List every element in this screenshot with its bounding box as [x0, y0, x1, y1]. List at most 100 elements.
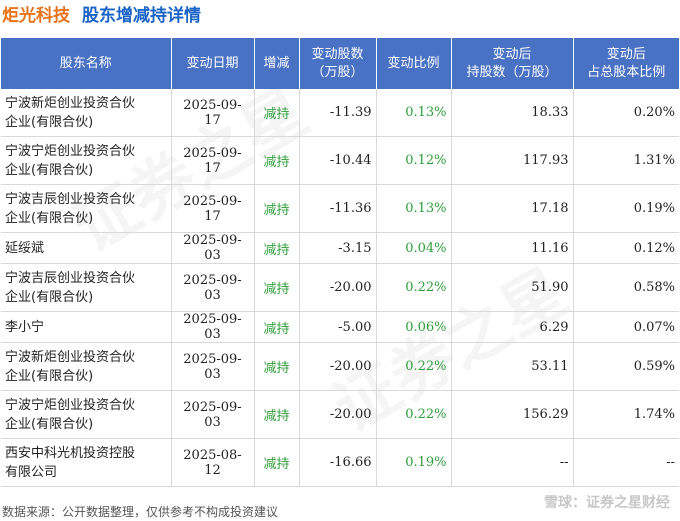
shares-after: 53.11 — [451, 342, 574, 391]
ratio-after: -- — [573, 438, 679, 487]
shareholder-name-line: 宁波吉辰创业投资合伙 — [5, 191, 136, 207]
ratio-after: 1.31% — [573, 136, 679, 185]
ratio-after: 1.74% — [573, 390, 679, 439]
change-ratio: 0.04% — [376, 232, 452, 264]
column-header: 变动后 占总股本比例 — [573, 38, 679, 89]
shareholder-name: 宁波宁炬创业投资合伙 企业(有限合伙) — [1, 136, 172, 185]
change-ratio: 0.12% — [376, 136, 452, 185]
column-header-label: 变动日期 — [186, 55, 239, 71]
change-shares: -16.66 — [299, 438, 377, 487]
column-header-label: 股东名称 — [59, 55, 112, 71]
change-direction: 减持 — [254, 311, 300, 343]
table-row: 延绥斌 2025-09-03 减持 -3.15 0.04% 11.16 0.12% — [1, 232, 679, 264]
shareholder-name-line: 企业(有限合伙) — [5, 368, 94, 384]
ratio-after: 0.19% — [573, 184, 679, 233]
shareholder-name-line: 宁波宁炬创业投资合伙 — [5, 397, 136, 413]
column-header-label: 变动后 — [492, 46, 532, 62]
change-ratio: 0.19% — [376, 438, 452, 487]
table-row: 宁波新炬创业投资合伙 企业(有限合伙) 2025-09-03 减持 -20.00 0.22… — [1, 342, 679, 391]
data-source-note: 数据来源：公开数据整理，仅供参考不构成投资建议 — [2, 505, 279, 519]
shareholder-name-line: 企业(有限合伙) — [5, 210, 94, 226]
column-header-label: 增减 — [263, 55, 290, 71]
change-date: 2025-09-03 — [171, 342, 255, 391]
shareholder-name-line: 西安中科光机投资控股 — [5, 445, 136, 461]
ratio-after: 0.07% — [573, 311, 679, 343]
page-title: 炬光科技 股东增减持详情 — [2, 3, 201, 29]
column-header-label: 变动比例 — [387, 55, 440, 71]
change-date: 2025-09-17 — [171, 184, 255, 233]
shareholder-name-line: 宁波新炬创业投资合伙 — [5, 349, 136, 365]
shareholder-name: 宁波新炬创业投资合伙 企业(有限合伙) — [1, 342, 172, 391]
change-shares: -3.15 — [299, 232, 377, 264]
ratio-after: 0.58% — [573, 263, 679, 312]
shares-after: -- — [451, 438, 574, 487]
shareholder-name: 宁波吉辰创业投资合伙 企业(有限合伙) — [1, 263, 172, 312]
table-body: 宁波新炬创业投资合伙 企业(有限合伙) 2025-09-17 减持 -11.39 0.13… — [1, 89, 679, 487]
table-header: 股东名称 变动日期 增减 变动股数 （万股） 变动比例 变动后 持股数（万股） 变动后 占总股本比… — [1, 38, 679, 89]
table-row: 宁波宁炬创业投资合伙 企业(有限合伙) 2025-09-03 减持 -20.00 0.22… — [1, 390, 679, 439]
shareholder-name-line: 企业(有限合伙) — [5, 162, 94, 178]
shares-after: 156.29 — [451, 390, 574, 439]
table-row: 宁波新炬创业投资合伙 企业(有限合伙) 2025-09-17 减持 -11.39 0.13… — [1, 89, 679, 137]
column-header-label: 变动股数 — [311, 46, 364, 62]
change-direction: 减持 — [254, 342, 300, 391]
shareholder-name-line: 宁波宁炬创业投资合伙 — [5, 143, 136, 159]
column-header-label: 占总股本比例 — [587, 64, 666, 80]
change-shares: -20.00 — [299, 390, 377, 439]
company-name: 炬光科技 — [2, 6, 70, 26]
change-direction: 减持 — [254, 184, 300, 233]
change-date: 2025-09-17 — [171, 136, 255, 185]
shareholder-name-line: 企业(有限合伙) — [5, 289, 94, 305]
change-shares: -11.36 — [299, 184, 377, 233]
shares-after: 11.16 — [451, 232, 574, 264]
table-row: 李小宁 2025-09-03 减持 -5.00 0.06% 6.29 0.07% — [1, 311, 679, 343]
change-direction: 减持 — [254, 263, 300, 312]
change-date: 2025-09-03 — [171, 232, 255, 264]
column-header: 股东名称 — [1, 38, 172, 89]
change-direction: 减持 — [254, 390, 300, 439]
column-header-label: （万股） — [311, 64, 364, 80]
change-shares: -20.00 — [299, 263, 377, 312]
page-subtitle: 股东增减持详情 — [82, 6, 201, 26]
change-date: 2025-08-12 — [171, 438, 255, 487]
change-ratio: 0.22% — [376, 390, 452, 439]
change-shares: -20.00 — [299, 342, 377, 391]
column-header: 变动股数 （万股） — [299, 38, 377, 89]
shareholder-name-line: 延绥斌 — [5, 240, 45, 256]
shareholder-name: 李小宁 — [1, 311, 172, 343]
shareholder-name: 延绥斌 — [1, 232, 172, 264]
change-ratio: 0.06% — [376, 311, 452, 343]
shareholder-name-line: 李小宁 — [5, 319, 45, 335]
change-date: 2025-09-03 — [171, 390, 255, 439]
shareholder-name-line: 宁波新炬创业投资合伙 — [5, 95, 136, 111]
change-ratio: 0.13% — [376, 89, 452, 137]
shares-after: 17.18 — [451, 184, 574, 233]
change-ratio: 0.22% — [376, 342, 452, 391]
shares-after: 51.90 — [451, 263, 574, 312]
change-date: 2025-09-17 — [171, 89, 255, 137]
column-header: 增减 — [254, 38, 300, 89]
table-row: 宁波吉辰创业投资合伙 企业(有限合伙) 2025-09-17 减持 -11.36 0.13… — [1, 184, 679, 233]
change-ratio: 0.13% — [376, 184, 452, 233]
shareholder-name: 宁波吉辰创业投资合伙 企业(有限合伙) — [1, 184, 172, 233]
change-shares: -10.44 — [299, 136, 377, 185]
shareholder-name-line: 企业(有限合伙) — [5, 114, 94, 130]
table-row: 宁波吉辰创业投资合伙 企业(有限合伙) 2025-09-03 减持 -20.00 0.22… — [1, 263, 679, 312]
brand-watermark: 雪球：证券之星财经 — [544, 495, 670, 511]
holdings-table: 股东名称 变动日期 增减 变动股数 （万股） 变动比例 变动后 持股数（万股） 变动后 占总股本比… — [1, 38, 679, 487]
table-row: 西安中科光机投资控股 有限公司 2025-08-12 减持 -16.66 0.19% -- -… — [1, 438, 679, 487]
change-direction: 减持 — [254, 89, 300, 137]
change-date: 2025-09-03 — [171, 263, 255, 312]
column-header: 变动比例 — [376, 38, 452, 89]
change-direction: 减持 — [254, 136, 300, 185]
change-shares: -5.00 — [299, 311, 377, 343]
column-header: 变动后 持股数（万股） — [451, 38, 574, 89]
change-shares: -11.39 — [299, 89, 377, 137]
change-date: 2025-09-03 — [171, 311, 255, 343]
shares-after: 18.33 — [451, 89, 574, 137]
shareholder-name-line: 企业(有限合伙) — [5, 416, 94, 432]
column-header: 变动日期 — [171, 38, 255, 89]
shareholder-name: 宁波宁炬创业投资合伙 企业(有限合伙) — [1, 390, 172, 439]
column-header-label: 变动后 — [606, 46, 646, 62]
change-direction: 减持 — [254, 232, 300, 264]
